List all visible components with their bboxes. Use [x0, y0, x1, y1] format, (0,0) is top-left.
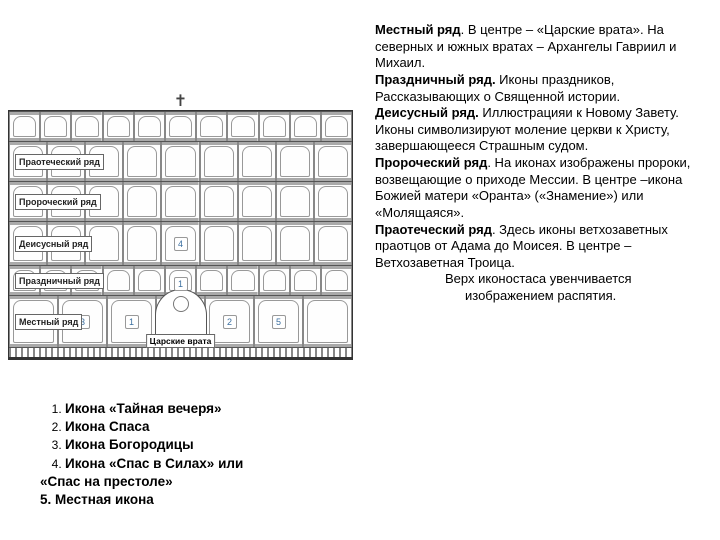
icon-cell: [314, 222, 352, 265]
ref-number: 2: [223, 315, 237, 329]
icon-cell: [103, 266, 134, 295]
icon-cell: [134, 266, 165, 295]
row-title: Пророческий ряд: [375, 155, 487, 170]
icon-cell: [290, 266, 321, 295]
icon-cell: [161, 182, 199, 221]
ref-number: 5: [272, 315, 286, 329]
icon-cell: [238, 182, 276, 221]
icon-cell: [276, 222, 314, 265]
legend: Икона «Тайная вечеря»Икона СпасаИкона Бо…: [30, 400, 290, 509]
closing-line: Верх иконостаса увенчивается: [375, 271, 715, 288]
icon-cell: [276, 142, 314, 181]
cross-icon: ✝: [174, 91, 187, 111]
row-title: Местный ряд: [375, 22, 461, 37]
icon-cell: [259, 266, 290, 295]
gates-label: Царские врата: [146, 334, 216, 348]
ref-number: 4: [174, 237, 188, 251]
closing-line: изображением распятия.: [375, 288, 715, 305]
legend-item: Икона «Спас в Силах» или: [65, 455, 290, 473]
row-title: Деисусный ряд.: [375, 105, 479, 120]
icon-cell: [196, 266, 227, 295]
icon-cell: [321, 266, 352, 295]
tier-proroch: Пророческий ряд: [9, 181, 352, 221]
icon-cell: [238, 142, 276, 181]
icon-cell: [314, 142, 352, 181]
tier-label: Праотеческий ряд: [15, 154, 104, 170]
tier-mestn: Местный ряд12351Царские врата: [9, 295, 352, 347]
legend-list: Икона «Тайная вечеря»Икона СпасаИкона Бо…: [30, 400, 290, 473]
iconostasis-diagram: ✝ Праотеческий рядПророческий рядДеисусн…: [8, 110, 353, 360]
tier-deisus: Деисусный ряд 4: [9, 221, 352, 265]
icon-cell: [123, 182, 161, 221]
ref-number: 1: [125, 315, 139, 329]
tier-label: Праздничный ряд: [15, 273, 104, 289]
icon-cell: [238, 222, 276, 265]
legend-cont: 5. Местная икона: [30, 491, 290, 509]
icon-cell: [161, 142, 199, 181]
tier-label: Местный ряд: [15, 314, 82, 330]
icon-cell: [123, 142, 161, 181]
icon-cell: [314, 182, 352, 221]
icon-cell: [276, 182, 314, 221]
icon-cell: [303, 296, 352, 347]
legend-item: Икона «Тайная вечеря»: [65, 400, 290, 418]
legend-cont: «Спас на престоле»: [30, 473, 290, 491]
tier-label: Пророческий ряд: [15, 194, 101, 210]
description-text: Местный ряд. В центре – «Царские врата».…: [375, 22, 715, 305]
icon-cell: [200, 222, 238, 265]
icon-cell: [227, 266, 258, 295]
icon-cell: [200, 182, 238, 221]
legend-item: Икона Богородицы: [65, 436, 290, 454]
tier-label: Деисусный ряд: [15, 236, 92, 252]
row-title: Праздничный ряд.: [375, 72, 496, 87]
row-title: Праотеческий ряд: [375, 222, 492, 237]
icon-cell: [200, 142, 238, 181]
ref-number: 1: [174, 277, 188, 291]
tier-praot: Праотеческий ряд: [9, 141, 352, 181]
legend-item: Икона Спаса: [65, 418, 290, 436]
icon-cell: [123, 222, 161, 265]
